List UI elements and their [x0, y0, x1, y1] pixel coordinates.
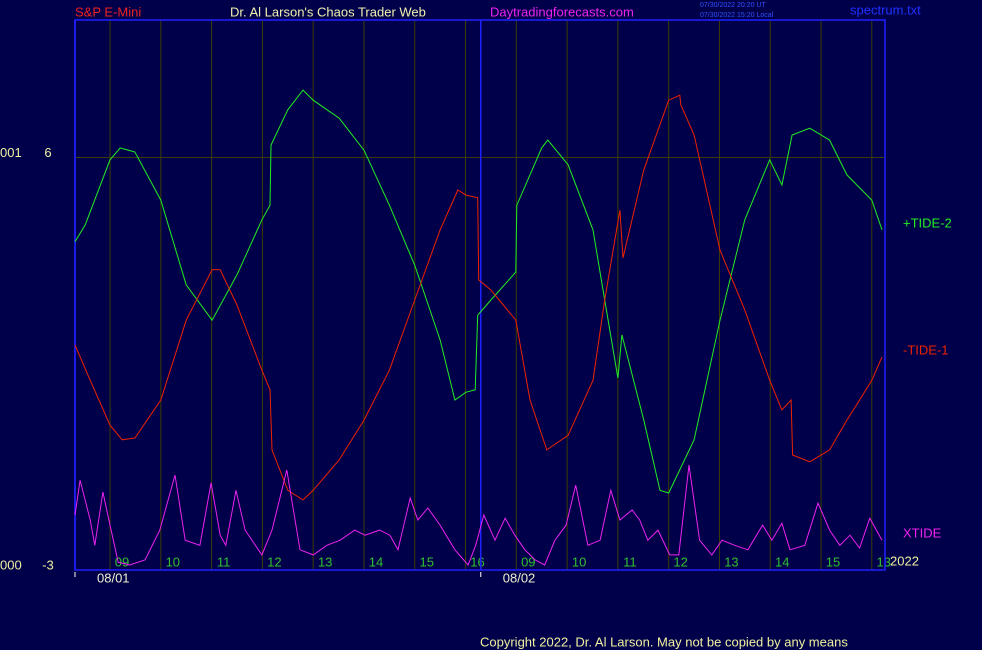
x-tick-label: 09	[115, 554, 129, 569]
instrument: S&P E-Mini	[75, 4, 141, 19]
file-name: spectrum.txt	[850, 2, 921, 17]
x-tick-label: 13	[318, 554, 332, 569]
date-label: 08/02	[503, 570, 536, 585]
y-tick-label: 6	[44, 145, 51, 160]
plot: 09 10 11 12 13 14 15 16 09 10 11 12 13 14 15 13 -3 000 6 00…	[0, 19, 952, 585]
date-label: 08/01	[97, 570, 130, 585]
x-tick-label: 11	[623, 554, 637, 569]
x-tick-label: 10	[572, 554, 586, 569]
x-tick-label: 12	[673, 554, 687, 569]
x-tick-label: 16	[470, 554, 484, 569]
x-tick-label: 11	[217, 554, 231, 569]
y-tick-label: -3	[42, 557, 54, 572]
copyright: Copyright 2022, Dr. Al Larson. May not b…	[480, 634, 848, 649]
series-line	[74, 94, 883, 501]
site-title: Dr. Al Larson's Chaos Trader Web	[230, 4, 426, 19]
x-tick-label: 10	[166, 554, 180, 569]
x-tick-label: 12	[267, 554, 281, 569]
legend-label: XTIDE	[903, 526, 942, 541]
series-line	[74, 89, 883, 494]
plot-frame	[74, 19, 886, 571]
x-tick-label: 15	[420, 554, 434, 569]
x-tick-label: 13	[724, 554, 738, 569]
x-tick-label: 14	[369, 554, 383, 569]
year-label: 2022	[890, 553, 919, 568]
legend-label: +TIDE-2	[903, 215, 952, 230]
y-code-label: 000	[0, 557, 22, 572]
timestamp: 07/30/2022 15:20 Local	[700, 12, 774, 19]
legend-label: -TIDE-1	[903, 342, 949, 357]
x-tick-label: 13	[877, 554, 891, 569]
x-tick-label: 15	[826, 554, 840, 569]
y-code-label: 001	[0, 145, 22, 160]
series-line	[74, 464, 883, 566]
site-url: Daytradingforecasts.com	[490, 4, 634, 19]
timestamp: 07/30/2022 20:20 UT	[700, 2, 766, 9]
x-tick-label: 14	[775, 554, 789, 569]
x-tick-label: 09	[521, 554, 535, 569]
